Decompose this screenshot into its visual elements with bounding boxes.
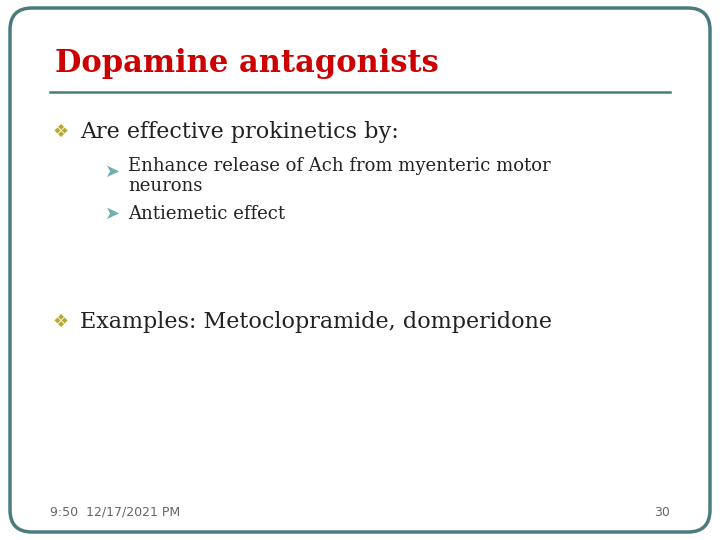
Text: neurons: neurons (128, 177, 202, 195)
Text: Are effective prokinetics by:: Are effective prokinetics by: (80, 121, 399, 143)
Text: ❖: ❖ (52, 313, 68, 331)
Text: Antiemetic effect: Antiemetic effect (128, 205, 285, 223)
Text: ➤: ➤ (105, 205, 120, 223)
Text: ➤: ➤ (105, 163, 120, 181)
Text: Enhance release of Ach from myenteric motor: Enhance release of Ach from myenteric mo… (128, 157, 551, 175)
Text: 9:50  12/17/2021 PM: 9:50 12/17/2021 PM (50, 505, 180, 518)
Text: 30: 30 (654, 505, 670, 518)
Text: Dopamine antagonists: Dopamine antagonists (55, 48, 438, 79)
Text: Examples: Metoclopramide, domperidone: Examples: Metoclopramide, domperidone (80, 311, 552, 333)
Text: ❖: ❖ (52, 123, 68, 141)
FancyBboxPatch shape (10, 8, 710, 532)
